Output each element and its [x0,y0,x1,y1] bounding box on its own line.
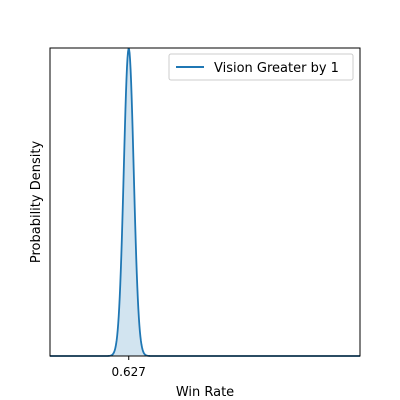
x-ticks: 0.627 [112,356,146,379]
y-axis-label: Probability Density [29,141,44,264]
x-axis-label: Win Rate [176,385,234,400]
density-fill [50,48,360,356]
plot-area [50,48,360,356]
legend-label: Vision Greater by 1 [214,61,339,76]
legend-box [168,53,354,81]
legend: Vision Greater by 1 [168,53,354,81]
plot-frame [49,47,361,357]
x-tick-label: 0.627 [112,365,146,379]
